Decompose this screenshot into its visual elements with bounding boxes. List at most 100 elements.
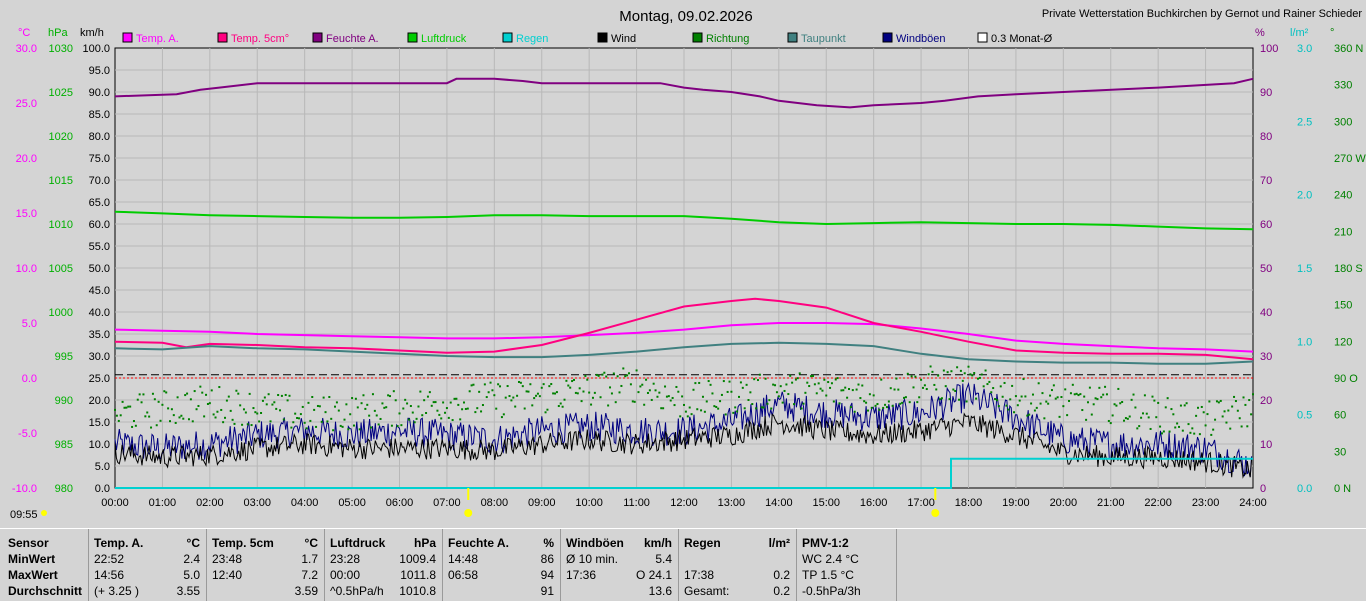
- direction-point: [931, 370, 934, 373]
- direction-point: [1227, 409, 1230, 412]
- direction-point: [637, 391, 640, 394]
- direction-point: [491, 389, 494, 392]
- direction-point: [667, 395, 670, 398]
- weather-chart: Montag, 09.02.2026 Private Wetterstation …: [10, 8, 1366, 521]
- column-unit: %: [543, 536, 554, 550]
- cell-time: 12:40: [212, 568, 243, 582]
- cell-value: 3.59: [294, 584, 318, 598]
- direction-point: [1181, 429, 1184, 432]
- column-title: Windböen: [566, 536, 624, 550]
- rain-axis-tick: 3.0: [1297, 43, 1312, 55]
- direction-point: [819, 387, 822, 390]
- direction-point: [889, 387, 892, 390]
- direction-point: [449, 401, 452, 404]
- humidity-axis-tick: 0: [1260, 483, 1266, 495]
- direction-point: [633, 400, 636, 403]
- direction-point: [263, 396, 266, 399]
- cell-value: O 24.1: [635, 568, 672, 582]
- direction-point: [569, 386, 572, 389]
- direction-point: [967, 365, 970, 368]
- sun-marker-icon: [464, 509, 473, 517]
- x-tick-label: 12:00: [670, 497, 698, 509]
- humidity-axis-tick: 70: [1260, 175, 1272, 187]
- direction-point: [605, 375, 608, 378]
- direction-point: [904, 396, 907, 399]
- direction-point: [827, 381, 830, 384]
- direction-point: [159, 419, 162, 422]
- direction-point: [280, 394, 283, 397]
- cell-value: 0.2: [773, 584, 790, 598]
- direction-point: [673, 404, 676, 407]
- direction-point: [178, 416, 181, 419]
- direction-point: [749, 391, 752, 394]
- direction-point: [840, 389, 843, 392]
- direction-point: [1096, 398, 1099, 401]
- direction-point: [286, 399, 289, 402]
- direction-point: [1242, 396, 1245, 399]
- direction-point: [472, 383, 475, 386]
- direction-point: [882, 406, 885, 409]
- direction-point: [591, 396, 594, 399]
- direction-point: [212, 413, 215, 416]
- direction-point: [519, 381, 522, 384]
- direction-point: [1155, 416, 1158, 419]
- x-tick-label: 20:00: [1050, 497, 1078, 509]
- direction-point: [988, 380, 991, 383]
- direction-point: [227, 395, 230, 398]
- direction-axis-tick: 360 N: [1334, 43, 1363, 55]
- direction-point: [880, 378, 883, 381]
- column-unit: °C: [304, 536, 318, 550]
- direction-point: [172, 414, 175, 417]
- direction-point: [925, 388, 928, 391]
- direction-point: [1104, 385, 1107, 388]
- direction-axis-tick: 120: [1334, 336, 1352, 348]
- direction-point: [618, 391, 621, 394]
- direction-point: [677, 390, 680, 393]
- direction-point: [1109, 422, 1112, 425]
- direction-point: [584, 374, 587, 377]
- direction-point: [975, 397, 978, 400]
- table-column: [796, 529, 897, 601]
- direction-point: [294, 412, 297, 415]
- direction-point: [303, 421, 306, 424]
- cell-time: 17:38: [684, 568, 715, 582]
- cell-time: 23:48: [212, 552, 243, 566]
- direction-point: [375, 414, 378, 417]
- direction-point: [1234, 400, 1237, 403]
- direction-point: [148, 415, 151, 418]
- direction-point: [760, 406, 763, 409]
- direction-point: [1115, 404, 1118, 407]
- temp-axis-tick: 30.0: [16, 43, 37, 55]
- direction-point: [315, 425, 318, 428]
- direction-point: [726, 390, 729, 393]
- direction-point: [379, 417, 382, 420]
- direction-point: [717, 407, 720, 410]
- direction-point: [1075, 392, 1078, 395]
- direction-point: [174, 421, 177, 424]
- direction-point: [825, 394, 828, 397]
- direction-point: [554, 392, 557, 395]
- direction-point: [489, 381, 492, 384]
- direction-point: [1221, 415, 1224, 418]
- table-column: [206, 529, 325, 601]
- direction-point: [903, 396, 906, 399]
- direction-point: [1111, 414, 1114, 417]
- series-line: [114, 341, 1254, 365]
- direction-point: [946, 371, 949, 374]
- direction-point: [157, 400, 160, 403]
- row-label: Sensor: [8, 536, 49, 550]
- direction-point: [260, 411, 263, 414]
- pressure-axis-unit: hPa: [48, 27, 68, 39]
- direction-point: [309, 419, 312, 422]
- direction-point: [1058, 415, 1061, 418]
- direction-point: [121, 400, 124, 403]
- x-tick-label: 01:00: [149, 497, 177, 509]
- direction-point: [1236, 409, 1239, 412]
- direction-point: [203, 415, 206, 418]
- direction-point: [885, 406, 888, 409]
- direction-point: [140, 401, 143, 404]
- direction-point: [997, 405, 1000, 408]
- direction-point: [794, 378, 797, 381]
- direction-point: [629, 383, 632, 386]
- direction-point: [772, 383, 775, 386]
